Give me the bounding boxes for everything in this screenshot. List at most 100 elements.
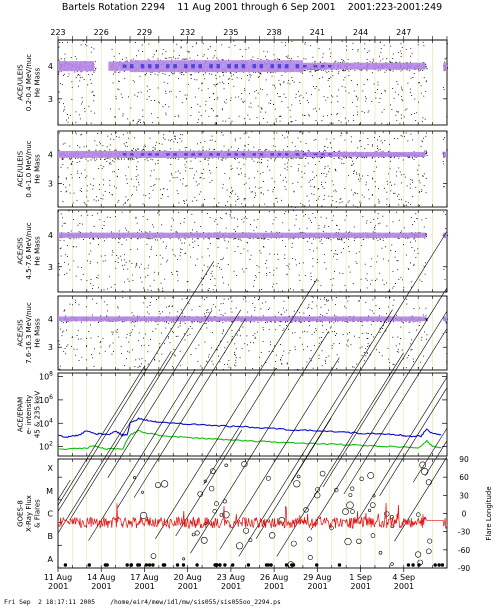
data-point bbox=[255, 194, 257, 196]
data-point bbox=[96, 158, 98, 160]
data-point bbox=[107, 157, 109, 159]
data-point bbox=[302, 151, 304, 152]
data-point bbox=[121, 158, 122, 160]
data-point bbox=[207, 88, 209, 90]
data-point bbox=[201, 83, 203, 85]
y-axis-label-line: He Mass bbox=[34, 154, 42, 184]
data-point bbox=[116, 187, 117, 189]
data-point bbox=[269, 169, 271, 171]
data-point bbox=[395, 61, 397, 63]
data-point bbox=[324, 166, 326, 168]
data-point bbox=[184, 147, 186, 149]
data-point bbox=[126, 183, 128, 184]
data-point bbox=[390, 69, 392, 71]
data-point bbox=[122, 58, 123, 60]
density-cell bbox=[357, 62, 361, 70]
data-point bbox=[124, 203, 126, 204]
data-point bbox=[242, 102, 244, 103]
data-point bbox=[62, 157, 64, 159]
data-point bbox=[442, 153, 444, 155]
data-point bbox=[122, 113, 124, 115]
data-point bbox=[336, 95, 338, 97]
density-cell bbox=[299, 60, 303, 73]
data-point bbox=[291, 205, 293, 207]
data-point bbox=[375, 160, 376, 162]
data-point bbox=[154, 184, 156, 185]
data-point bbox=[96, 196, 97, 198]
data-point bbox=[310, 69, 311, 71]
data-point bbox=[58, 59, 60, 61]
data-point bbox=[67, 41, 68, 43]
data-point bbox=[80, 71, 82, 73]
density-cell bbox=[349, 62, 354, 70]
data-point bbox=[332, 122, 334, 124]
data-point bbox=[179, 138, 181, 140]
data-point bbox=[314, 61, 316, 63]
data-point bbox=[247, 144, 249, 145]
data-point bbox=[356, 84, 358, 86]
data-point bbox=[236, 77, 238, 79]
data-point bbox=[203, 203, 204, 205]
y-axis-label-line: ACE/ULEIS bbox=[17, 64, 25, 101]
data-point bbox=[150, 100, 152, 101]
data-point bbox=[365, 98, 367, 100]
data-point bbox=[230, 165, 232, 167]
data-point bbox=[202, 55, 204, 57]
data-point bbox=[113, 138, 115, 140]
data-point bbox=[115, 95, 117, 97]
data-point bbox=[273, 54, 275, 56]
density-cell bbox=[335, 62, 339, 70]
data-point bbox=[218, 202, 220, 204]
data-point bbox=[305, 143, 307, 144]
data-point bbox=[317, 69, 319, 71]
data-point bbox=[190, 160, 192, 162]
data-point bbox=[113, 158, 115, 160]
data-point bbox=[183, 58, 185, 60]
data-point bbox=[196, 79, 198, 81]
data-point bbox=[443, 157, 445, 158]
data-point bbox=[158, 142, 160, 144]
density-peak-cell bbox=[313, 65, 318, 68]
data-point bbox=[388, 69, 390, 71]
data-point bbox=[446, 116, 448, 118]
data-point bbox=[319, 108, 320, 110]
data-point bbox=[388, 173, 390, 175]
data-point bbox=[138, 121, 139, 122]
data-point bbox=[173, 141, 175, 143]
data-point bbox=[303, 156, 304, 158]
data-point bbox=[125, 60, 127, 62]
data-point bbox=[372, 177, 374, 179]
density-peak-cell bbox=[209, 64, 213, 69]
data-point bbox=[353, 173, 354, 174]
data-point bbox=[221, 58, 223, 60]
data-point bbox=[354, 206, 356, 208]
data-point bbox=[243, 183, 245, 185]
data-point bbox=[314, 164, 316, 165]
density-cell bbox=[393, 62, 397, 70]
data-point bbox=[418, 82, 420, 84]
data-point bbox=[416, 169, 418, 171]
data-point bbox=[335, 170, 337, 172]
data-point bbox=[262, 171, 264, 173]
data-point bbox=[413, 151, 415, 153]
data-point bbox=[238, 161, 240, 163]
data-point bbox=[209, 157, 210, 159]
data-point bbox=[401, 88, 403, 90]
data-point bbox=[414, 113, 416, 114]
data-point bbox=[379, 136, 380, 138]
data-point bbox=[142, 51, 143, 52]
data-point bbox=[378, 188, 379, 190]
density-cell bbox=[288, 60, 293, 73]
data-point bbox=[310, 71, 312, 73]
data-point bbox=[371, 61, 373, 63]
data-point bbox=[154, 100, 155, 101]
data-point bbox=[136, 189, 138, 191]
data-point bbox=[341, 201, 343, 203]
data-point bbox=[379, 55, 380, 57]
data-point bbox=[366, 62, 368, 63]
data-point bbox=[420, 69, 421, 71]
data-point bbox=[118, 108, 120, 110]
data-point bbox=[265, 148, 267, 150]
data-point bbox=[228, 78, 230, 80]
data-point bbox=[339, 150, 341, 152]
